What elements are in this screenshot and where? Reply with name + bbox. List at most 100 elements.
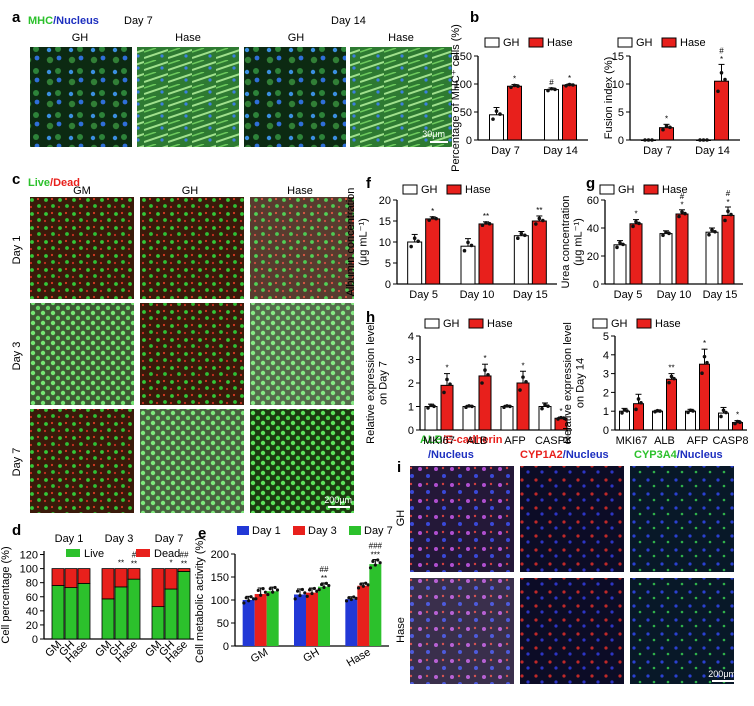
data-point [256,588,260,593]
legend-label: Hase [547,37,573,49]
data-point [427,218,431,222]
significance-mark: ** [118,559,124,568]
legend-label: GH [618,184,635,196]
data-point [249,595,253,599]
y-tick-label: 20 [379,195,391,207]
x-tick-label: MKI67 [423,435,455,447]
data-point [268,587,272,591]
micrograph-live-dead-gh-day1 [140,197,244,299]
group-label: GH [72,32,89,44]
bar-day-7 [266,591,279,646]
data-point [723,77,727,82]
data-point [620,411,624,415]
data-point [502,405,506,410]
significance-mark: * [665,114,668,123]
bar-day-7 [369,564,382,646]
significance-mark: ** [536,206,542,215]
significance-mark-line: # [719,46,724,55]
significance-mark: * [483,354,486,363]
x-tick-label: Day 10 [657,289,692,301]
panel-letter-g: g [586,175,595,192]
panel-letter-e: e [198,525,206,542]
data-point [442,390,446,395]
legend-swatch [349,526,361,535]
bar-gh [659,233,673,285]
panel-a: a MHC/Nucleus Day 7 Day 14 GH Hase GH Ha… [12,9,452,147]
micrograph-mhc-hase-day7 [137,47,239,147]
significance-mark: ## ** [180,551,189,569]
significance-mark-line: # [680,192,685,201]
legend-label: Day 3 [308,525,337,537]
data-point [412,236,417,241]
legend-swatch [643,184,659,195]
y-axis-label: Relative expression levelon Day 14 [562,322,587,444]
data-point [259,593,263,597]
data-point [251,597,256,601]
micrograph-cyp3a4-gh [630,466,734,572]
y-tick-label: 20 [26,620,38,632]
legend-swatch [66,549,80,557]
data-point [667,380,671,385]
significance-mark: # * [719,46,724,64]
legend-label: Hase [655,318,681,330]
micrograph-live-dead-gh-day7 [140,409,244,513]
data-point [523,233,527,238]
y-tick-label: 0 [603,425,609,437]
bar-day-1 [294,594,306,646]
row-label: GH [395,510,407,527]
significance-mark-line: # [132,551,137,560]
stacked-bar-dead [64,568,78,589]
legend-label: Dead [154,548,180,560]
data-point [349,597,353,602]
data-point [356,586,361,590]
bar-hase [721,214,735,285]
y-tick-label: 100 [211,595,229,607]
y-tick-label: 0 [408,425,414,437]
data-point [567,82,572,87]
data-point [691,409,695,413]
bar-hase [425,218,441,285]
data-point [669,374,674,379]
data-point [352,595,356,599]
significance-mark-line: *** [371,550,380,559]
significance-mark: ### *** [369,542,383,560]
x-tick-label: AFP [504,435,525,447]
data-point [368,566,373,570]
data-point [244,596,248,600]
legend-label: GH [503,37,520,49]
stacked-bar-dead [51,568,65,586]
data-point [646,138,651,142]
data-point [700,371,704,376]
data-point [324,581,328,585]
data-point [724,410,728,415]
micrograph-live-dead-gm-day1 [30,197,134,299]
data-point [491,117,495,121]
data-point [315,589,319,593]
data-point [300,587,304,592]
significance-mark: # [549,78,554,87]
data-point [322,585,326,589]
panel-letter-b: b [470,9,479,26]
y-tick-label: 120 [20,550,38,562]
x-tick-label: Day 5 [409,289,438,301]
data-point [721,408,726,413]
day-group-label: Day 7 [155,533,184,545]
data-point [464,405,468,410]
y-tick-label: 0 [223,641,229,653]
y-axis-label-line: on Day 14 [574,358,586,408]
data-point [634,219,638,224]
data-point [509,85,513,90]
data-point [273,585,277,590]
data-point [448,382,452,386]
significance-mark-line: * [680,201,683,210]
significance-mark: * [521,361,524,370]
data-point [508,404,512,409]
data-point [364,581,368,585]
data-point [293,597,297,601]
y-axis-label: Percentage of MHC⁺ cells (%) [450,24,462,172]
panel-letter-h: h [366,309,375,326]
legend-swatch [136,549,150,557]
significance-mark-line: ** [321,574,327,583]
bar-gh [407,241,423,285]
micrograph-alb-ecad-gh [410,466,514,572]
